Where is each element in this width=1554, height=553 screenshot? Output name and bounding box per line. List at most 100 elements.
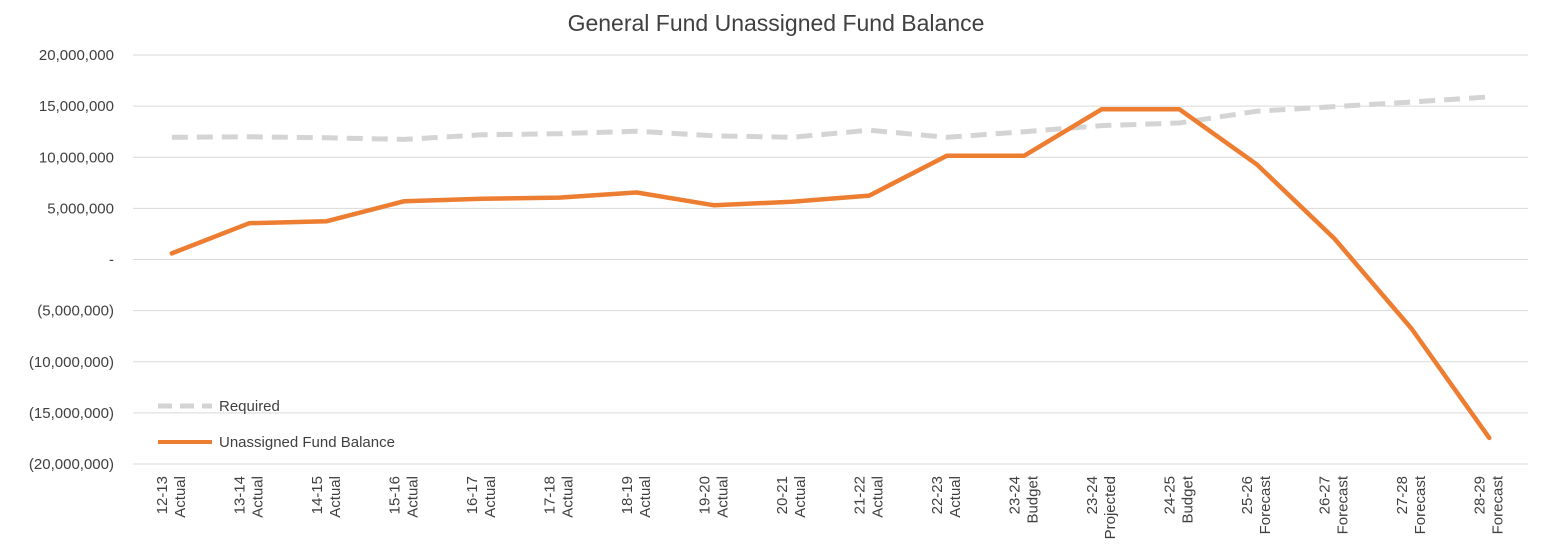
data-point-unassigned-fund-balance [325, 219, 329, 223]
y-tick-label: (10,000,000) [29, 354, 114, 371]
x-tick-year: 15-16 [386, 476, 403, 514]
data-point-required [790, 135, 794, 139]
x-tick-year: 26-27 [1316, 476, 1333, 514]
data-point-unassigned-fund-balance [635, 191, 639, 195]
data-point-unassigned-fund-balance [402, 199, 406, 203]
data-point-unassigned-fund-balance [867, 194, 871, 198]
data-point-unassigned-fund-balance [247, 221, 251, 225]
y-tick-label: (5,000,000) [37, 303, 114, 320]
data-point-unassigned-fund-balance [557, 196, 561, 200]
x-tick-type: Forecast [1334, 475, 1351, 534]
x-tick-type: Actual [559, 476, 576, 518]
x-tick-type: Forecast [1489, 475, 1506, 534]
series-line-required [171, 94, 1490, 142]
data-point-unassigned-fund-balance [790, 200, 794, 204]
legend-label-required: Required [219, 398, 280, 415]
y-axis-ticks: 20,000,000 15,000,000 10,000,000 5,000,000 -… [29, 47, 114, 473]
x-tick-label: 25-26 Forecast [1239, 475, 1274, 534]
x-tick-type: Actual [714, 476, 731, 518]
x-tick-year: 13-14 [231, 476, 248, 514]
x-tick-year: 23-24 [1084, 476, 1101, 514]
x-tick-type: Projected [1102, 476, 1119, 539]
data-point-required [402, 137, 406, 141]
x-tick-type: Actual [172, 476, 189, 518]
data-point-unassigned-fund-balance [1332, 237, 1336, 241]
legend: Required Unassigned Fund Balance [158, 398, 395, 451]
data-point-required [557, 132, 561, 136]
data-point-required [1410, 100, 1414, 104]
x-tick-label: 23-24 Budget [1006, 475, 1041, 523]
x-tick-year: 21-22 [851, 476, 868, 514]
data-point-required [1487, 95, 1491, 99]
data-point-required [1022, 130, 1026, 134]
data-point-unassigned-fund-balance [945, 154, 949, 158]
x-tick-label: 19-20 Actual [696, 476, 731, 518]
x-tick-year: 28-29 [1471, 476, 1488, 514]
data-point-unassigned-fund-balance [1022, 154, 1026, 158]
y-tick-label: 20,000,000 [39, 47, 114, 64]
data-point-required [325, 136, 329, 140]
x-tick-label: 21-22 Actual [851, 476, 886, 518]
x-tick-year: 12-13 [154, 476, 171, 514]
x-tick-year: 27-28 [1394, 476, 1411, 514]
x-tick-label: 18-19 Actual [619, 476, 654, 518]
x-tick-label: 13-14 Actual [231, 476, 266, 518]
data-point-required [170, 135, 174, 139]
x-tick-label: 24-25 Budget [1161, 475, 1196, 523]
x-tick-year: 19-20 [696, 476, 713, 514]
y-tick-label: (15,000,000) [29, 405, 114, 422]
x-tick-type: Actual [947, 476, 964, 518]
x-tick-year: 18-19 [619, 476, 636, 514]
x-tick-label: 12-13 Actual [154, 476, 189, 518]
x-tick-type: Actual [249, 476, 266, 518]
x-tick-type: Actual [637, 476, 654, 518]
x-tick-label: 15-16 Actual [386, 476, 421, 518]
data-point-required [867, 128, 871, 132]
data-point-unassigned-fund-balance [1255, 162, 1259, 166]
x-tick-type: Forecast [1257, 475, 1274, 534]
data-point-required [945, 135, 949, 139]
x-tick-type: Budget [1179, 475, 1196, 523]
gridlines [133, 54, 1528, 465]
data-point-required [1332, 105, 1336, 109]
data-point-unassigned-fund-balance [1100, 107, 1104, 111]
data-point-unassigned-fund-balance [712, 203, 716, 207]
x-tick-year: 20-21 [774, 476, 791, 514]
x-tick-year: 23-24 [1006, 476, 1023, 514]
data-point-unassigned-fund-balance [1410, 327, 1414, 331]
data-point-required [712, 134, 716, 138]
x-tick-label: 26-27 Forecast [1316, 475, 1351, 534]
data-point-required [635, 129, 639, 133]
x-axis-ticks: 12-13 Actual 13-14 Actual 14-15 Actual 15-16 Ac… [154, 475, 1507, 539]
x-tick-type: Actual [404, 476, 421, 518]
data-point-unassigned-fund-balance [1487, 436, 1491, 440]
y-tick-label: 10,000,000 [39, 149, 114, 166]
x-tick-year: 22-23 [929, 476, 946, 514]
x-tick-label: 20-21 Actual [774, 476, 809, 518]
x-tick-label: 27-28 Forecast [1394, 475, 1429, 534]
x-tick-type: Actual [869, 476, 886, 518]
data-point-unassigned-fund-balance [1177, 107, 1181, 111]
data-point-required [1255, 109, 1259, 113]
y-tick-label: - [109, 252, 114, 269]
x-tick-type: Budget [1024, 475, 1041, 523]
x-tick-type: Actual [482, 476, 499, 518]
y-tick-label: 15,000,000 [39, 98, 114, 115]
x-tick-year: 14-15 [309, 476, 326, 514]
data-point-unassigned-fund-balance [170, 251, 174, 255]
x-tick-label: 14-15 Actual [309, 476, 344, 518]
y-tick-label: 5,000,000 [47, 200, 114, 217]
x-tick-year: 25-26 [1239, 476, 1256, 514]
x-tick-label: 28-29 Forecast [1471, 475, 1506, 534]
data-point-required [480, 133, 484, 137]
y-tick-label: (20,000,000) [29, 456, 114, 473]
data-point-required [1100, 124, 1104, 128]
data-point-required [1177, 121, 1181, 125]
series-lines [169, 94, 1492, 441]
x-tick-type: Actual [792, 476, 809, 518]
chart-title: General Fund Unassigned Fund Balance [568, 10, 985, 36]
x-tick-year: 16-17 [464, 476, 481, 514]
legend-label-unassigned: Unassigned Fund Balance [219, 434, 395, 451]
x-tick-type: Actual [327, 476, 344, 518]
